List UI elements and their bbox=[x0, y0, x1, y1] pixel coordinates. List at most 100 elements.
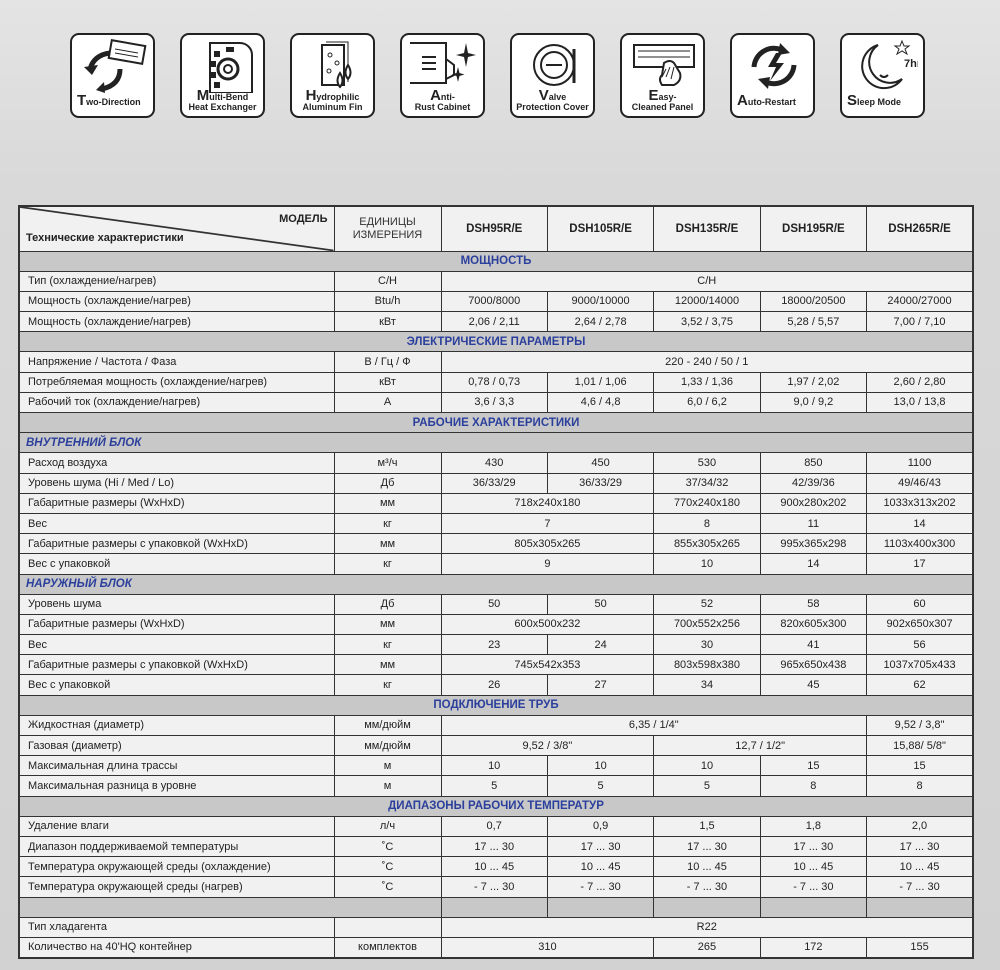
unit-cell: мм bbox=[333, 654, 442, 676]
value-cell: 50 bbox=[440, 593, 548, 615]
value-cell: 41 bbox=[759, 634, 868, 656]
header-corner: МОДЕЛЬ Технические характеристики bbox=[18, 205, 335, 252]
table-row: Вес с упаковкой кг 9 10 14 17 bbox=[18, 553, 974, 575]
value-cell: 9,52 / 3,8" bbox=[866, 714, 974, 737]
value-cell: 310 bbox=[440, 936, 655, 959]
value-cell: 1037x705x433 bbox=[866, 654, 974, 676]
feature-icons: Two-Direction Multi-Bend Heat Exchanger Hyd… bbox=[70, 33, 925, 118]
value-cell: R22 bbox=[440, 916, 974, 938]
spec-label: Вес с упаковкой bbox=[18, 674, 335, 696]
table-row: Расход воздуха м³/ч 430 450 530 850 1100 bbox=[18, 452, 974, 474]
feature-anti-rust: Anti- Rust Cabinet bbox=[400, 33, 485, 118]
section-title: ВНУТРЕННИЙ БЛОК bbox=[18, 432, 974, 454]
table-row: Температура окружающей среды (охлаждение… bbox=[18, 856, 974, 878]
feature-aluminum-fin: Hydrophilic Aluminum Fin bbox=[290, 33, 375, 118]
value-cell: 37/34/32 bbox=[653, 472, 761, 494]
feature-label: Multi-Bend Heat Exchanger bbox=[188, 87, 257, 112]
model-label: МОДЕЛЬ bbox=[279, 213, 328, 225]
feature-label: Hydrophilic Aluminum Fin bbox=[302, 87, 363, 112]
spec-label: Удаление влаги bbox=[18, 815, 335, 837]
table-row: Мощность (охлаждение/нагрев) Btu/h 7000/80… bbox=[18, 290, 974, 313]
two-direction-icon bbox=[84, 39, 147, 93]
value-cell: 27 bbox=[546, 674, 655, 696]
spec-label: Температура окружающей среды (нагрев) bbox=[18, 876, 335, 898]
value-cell: 10 ... 45 bbox=[866, 856, 974, 878]
table-row: Количество на 40'HQ контейнер комплектов 3… bbox=[18, 936, 974, 959]
spec-label: Потребляемая мощность (охлаждение/нагрев… bbox=[18, 371, 335, 393]
value-cell: 9,52 / 3/8" bbox=[440, 734, 655, 757]
value-cell: 52 bbox=[653, 593, 761, 615]
value-cell: 803x598x380 bbox=[653, 654, 761, 676]
value-cell: C/H bbox=[440, 270, 974, 292]
unit-cell: кг bbox=[333, 512, 442, 535]
spec-label: Вес bbox=[18, 512, 335, 535]
value-cell: 14 bbox=[866, 512, 974, 535]
value-cell: 9000/10000 bbox=[546, 290, 655, 313]
value-cell: 855x305x265 bbox=[653, 533, 761, 555]
value-cell: 15 bbox=[866, 755, 974, 777]
value-cell: 5,28 / 5,57 bbox=[759, 311, 868, 333]
feature-label: Anti- Rust Cabinet bbox=[414, 87, 471, 112]
table-row: Уровень шума Дб 50 50 52 58 60 bbox=[18, 593, 974, 615]
value-cell: 36/33/29 bbox=[546, 472, 655, 494]
value-cell: 60 bbox=[866, 593, 974, 615]
spec-label: Напряжение / Частота / Фаза bbox=[18, 351, 335, 373]
value-cell: 26 bbox=[440, 674, 548, 696]
anti-rust-icon bbox=[410, 42, 476, 84]
value-cell: 530 bbox=[653, 452, 761, 474]
value-cell: 9 bbox=[440, 553, 655, 575]
spec-label: Мощность (охлаждение/нагрев) bbox=[18, 290, 335, 313]
value-cell: 220 - 240 / 50 / 1 bbox=[440, 351, 974, 373]
blank-cell bbox=[18, 896, 442, 918]
unit-cell: ˚С bbox=[333, 876, 442, 898]
spec-label: Расход воздуха bbox=[18, 452, 335, 474]
spec-label: Количество на 40'HQ контейнер bbox=[18, 936, 335, 959]
feature-heat-exchanger: Multi-Bend Heat Exchanger bbox=[180, 33, 265, 118]
table-row: Газовая (диаметр) мм/дюйм 9,52 / 3/8" 12,7 … bbox=[18, 734, 974, 757]
section-header: МОЩНОСТЬ bbox=[18, 250, 974, 272]
value-cell: 24000/27000 bbox=[866, 290, 974, 313]
value-cell: 50 bbox=[546, 593, 655, 615]
spec-label: Уровень шума (Hi / Med / Lo) bbox=[18, 472, 335, 494]
unit-cell bbox=[333, 916, 442, 938]
value-cell: 820x605x300 bbox=[759, 613, 868, 636]
value-cell: 7000/8000 bbox=[440, 290, 548, 313]
unit-cell: м bbox=[333, 775, 442, 797]
table-row: Диапазон поддерживаемой температуры ˚С 17 … bbox=[18, 835, 974, 858]
value-cell: 17 ... 30 bbox=[866, 835, 974, 858]
section-header: ПОДКЛЮЧЕНИЕ ТРУБ bbox=[18, 694, 974, 716]
model-header: DSH195R/E bbox=[759, 205, 868, 252]
feature-label: Valve Protection Cover bbox=[516, 87, 589, 112]
unit-cell: ˚С bbox=[333, 835, 442, 858]
model-header: DSH265R/E bbox=[866, 205, 974, 252]
value-cell: 7 bbox=[440, 512, 655, 535]
spec-label: Вес bbox=[18, 634, 335, 656]
value-cell: 718x240x180 bbox=[440, 492, 655, 514]
value-cell: 8 bbox=[653, 512, 761, 535]
table-row: Вес с упаковкой кг 26 27 34 45 62 bbox=[18, 674, 974, 696]
value-cell: 2,06 / 2,11 bbox=[440, 311, 548, 333]
unit-cell: кг bbox=[333, 674, 442, 696]
value-cell: 17 ... 30 bbox=[546, 835, 655, 858]
spec-label: Жидкостная (диаметр) bbox=[18, 714, 335, 737]
heat-exchanger-icon bbox=[209, 42, 253, 93]
feature-label: Easy- Cleaned Panel bbox=[631, 87, 694, 112]
table-row: Максимальная разница в уровне м 5 5 5 8 8 bbox=[18, 775, 974, 797]
model-header: DSH105R/E bbox=[546, 205, 655, 252]
value-cell: 17 ... 30 bbox=[653, 835, 761, 858]
unit-cell: мм bbox=[333, 492, 442, 514]
unit-cell: м³/ч bbox=[333, 452, 442, 474]
unit-cell: мм/дюйм bbox=[333, 714, 442, 737]
spec-label: Габаритные размеры (WxHxD) bbox=[18, 613, 335, 636]
blank-cell bbox=[866, 896, 974, 918]
table-row: Тип (охлаждение/нагрев) C/H C/H bbox=[18, 270, 974, 292]
value-cell: 700x552x256 bbox=[653, 613, 761, 636]
value-cell: 8 bbox=[866, 775, 974, 797]
value-cell: 4,6 / 4,8 bbox=[546, 391, 655, 414]
value-cell: 5 bbox=[653, 775, 761, 797]
value-cell: 24 bbox=[546, 634, 655, 656]
value-cell: 900x280x202 bbox=[759, 492, 868, 514]
unit-cell: кВт bbox=[333, 311, 442, 333]
table-row: Габаритные размеры с упаковкой (WxHxD) мм… bbox=[18, 533, 974, 555]
specs-label: Технические характеристики bbox=[26, 231, 184, 244]
